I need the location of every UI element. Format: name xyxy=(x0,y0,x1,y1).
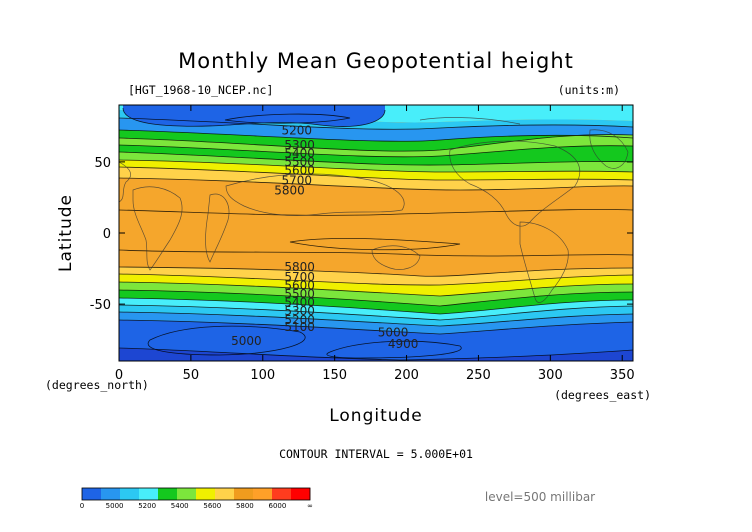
contour-label: 5400 xyxy=(284,146,315,160)
colorbar-swatch xyxy=(215,488,235,500)
contour-label: 5400 xyxy=(284,296,315,310)
file-label: [HGT_1968-10_NCEP.nc] xyxy=(128,83,273,97)
x-tick-label: 50 xyxy=(183,368,200,383)
y-tick-label: -50 xyxy=(90,298,111,313)
x-tick-label: 100 xyxy=(250,368,275,383)
colorbar-tick-label: 5000 xyxy=(106,502,124,510)
colorbar-swatch xyxy=(120,488,140,500)
chart-title: Monthly Mean Geopotential height xyxy=(178,49,574,73)
contour-label: 5300 xyxy=(284,138,315,152)
contour-label: 5500 xyxy=(284,155,315,169)
y-tick-label: 50 xyxy=(94,156,111,171)
colorbar-tick-label: 5800 xyxy=(236,502,254,510)
field-map xyxy=(119,105,633,361)
contour-label: 5600 xyxy=(284,163,315,177)
colorbar-tick-label: 5600 xyxy=(203,502,221,510)
colorbar-swatch xyxy=(234,488,254,500)
colorbar-swatch xyxy=(291,488,311,500)
contour-label: 5700 xyxy=(284,270,315,284)
colorbar-swatch xyxy=(177,488,197,500)
units-label: (units:m) xyxy=(558,83,620,97)
contour-label: 5600 xyxy=(284,279,315,293)
colorbar-swatch xyxy=(101,488,121,500)
contour-label: 5200 xyxy=(284,313,315,327)
x-tick-label: 150 xyxy=(322,368,347,383)
colorbar-swatch xyxy=(272,488,292,500)
contour-label: 5100 xyxy=(284,320,315,334)
colorbar-tick-label: ∞ xyxy=(307,502,313,510)
contour-label: 5800 xyxy=(284,260,315,274)
colorbar-swatch xyxy=(139,488,159,500)
contour-label: 5800 xyxy=(274,183,305,197)
contour-label: 5000 xyxy=(378,326,409,340)
colorbar-ticks: 0 5000 5200 5400 5600 5800 6000 ∞ xyxy=(80,502,313,510)
x-tick-label: 200 xyxy=(394,368,419,383)
contour-interval-label: CONTOUR INTERVAL = 5.000E+01 xyxy=(279,447,473,461)
x-axis-ticks: 0 50 100 150 200 250 300 350 xyxy=(115,105,635,383)
contour-label: 5500 xyxy=(284,287,315,301)
colorbar xyxy=(81,487,311,501)
x-tick-label: 350 xyxy=(610,368,635,383)
colorbar-tick-label: 5400 xyxy=(171,502,189,510)
contour-label: 4900 xyxy=(388,337,419,351)
x-axis-label: Longitude xyxy=(329,406,423,426)
colorbar-frame xyxy=(81,487,311,501)
x-tick-label: 0 xyxy=(115,368,123,383)
y-tick-label: 0 xyxy=(103,227,111,242)
x-tick-label: 300 xyxy=(538,368,563,383)
y-unit-label: (degrees_north) xyxy=(45,378,149,392)
colorbar-swatch xyxy=(253,488,273,500)
y-axis-ticks: 50 0 -50 xyxy=(90,156,633,313)
colorbar-tick-label: 5200 xyxy=(138,502,156,510)
colorbar-tick-label: 6000 xyxy=(269,502,287,510)
contour-labels: 5200530054005500560057005800580057005600… xyxy=(231,124,418,351)
colorbar-tick-label: 0 xyxy=(80,502,84,510)
contour-label: 5700 xyxy=(281,173,312,187)
colorbar-swatch xyxy=(158,488,178,500)
colorbar-swatch xyxy=(82,488,102,500)
contour-label: 5000 xyxy=(231,334,262,348)
level-label: level=500 millibar xyxy=(485,490,595,504)
contour-label: 5300 xyxy=(284,304,315,318)
y-axis-label: Latitude xyxy=(56,194,76,272)
colorbar-swatch xyxy=(196,488,216,500)
x-unit-label: (degrees_east) xyxy=(554,388,651,402)
contour-label: 5200 xyxy=(281,124,312,138)
x-tick-label: 250 xyxy=(466,368,491,383)
